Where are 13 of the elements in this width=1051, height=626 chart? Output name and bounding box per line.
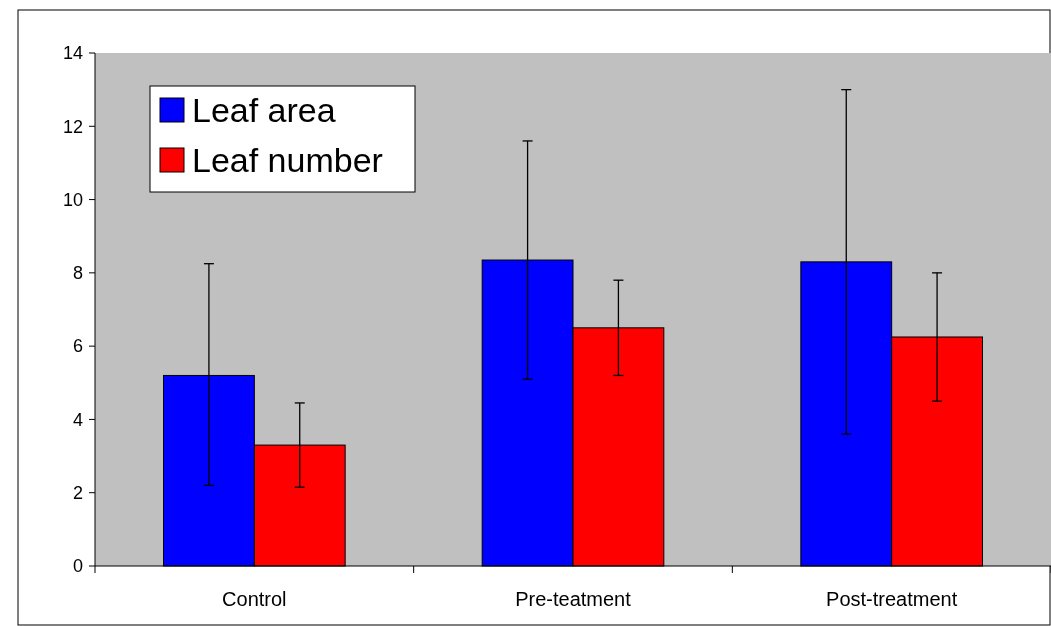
y-tick-label: 2: [72, 483, 83, 504]
y-tick-label: 8: [72, 263, 83, 284]
legend-label: Leaf area: [192, 90, 336, 129]
y-tick-label: 10: [62, 189, 83, 210]
y-tick-label: 12: [62, 116, 83, 137]
y-tick-label: 6: [72, 336, 83, 357]
x-tick-label: Post-treatment: [826, 588, 958, 610]
y-tick-label: 14: [62, 43, 83, 64]
x-tick-label: Control: [222, 588, 287, 610]
legend-label: Leaf number: [192, 140, 383, 179]
x-tick-label: Pre-teatment: [515, 588, 632, 610]
y-tick-label: 4: [72, 409, 83, 430]
y-tick-label: 0: [72, 556, 83, 577]
